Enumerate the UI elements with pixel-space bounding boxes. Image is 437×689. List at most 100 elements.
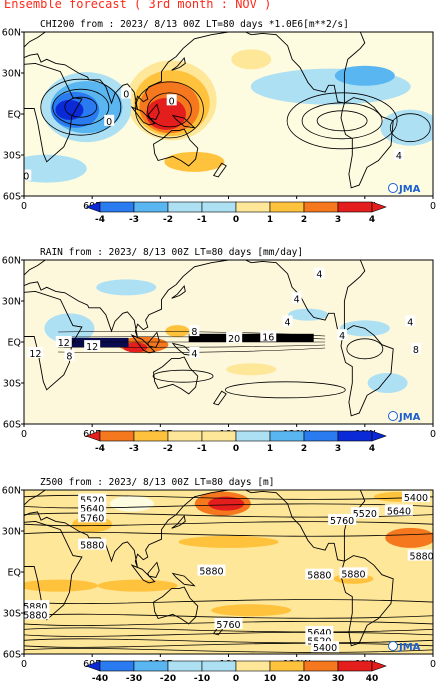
colorbar-tick-label: 4 [369,444,375,454]
colorbar-bin [337,201,373,213]
coastline [212,390,227,406]
coastline [153,586,199,625]
chi-contour [40,78,122,136]
colorbar-tick-label: 30 [332,674,345,684]
colorbar-tick-label: 3 [335,444,341,454]
contour-label-bg [27,346,44,358]
colorbar-bin [167,430,203,442]
contour-label: 8 [413,345,419,356]
coastline [416,252,422,255]
contour-label: 0 [23,172,29,183]
contour-label-bg [78,493,107,505]
z500-contour [24,521,433,527]
contour-label: 12 [86,342,98,353]
z500-contour [24,638,433,644]
colorbar-bin [337,430,373,442]
rain-negative [96,279,157,296]
contour-label-bg [339,567,368,579]
colorbar-bin [99,660,135,672]
z500-positive [385,527,433,548]
z500-positive [208,496,245,511]
contour-label: 5880 [23,602,47,613]
colorbar-tick-label: 0 [233,674,239,684]
contour-label-bg [166,94,177,106]
contour-label: 4 [285,318,291,329]
panel-title: CHI200 from : 2023/ 8/13 00Z LT=80 days … [40,19,349,30]
rain-contour [58,331,326,337]
contour-label: 0 [123,90,129,101]
coastline [24,520,83,621]
contour-label: 5640 [307,628,331,639]
contour-label: 5880 [410,552,434,563]
colorbar-bin [303,201,339,213]
colorbar-bin [201,430,237,442]
contour-label-bg [55,336,72,347]
contour-label: 5880 [307,571,331,582]
colorbar-bin [201,660,237,672]
colorbar-tick-label: 4 [369,215,375,225]
contour-label: 5640 [80,504,104,515]
z500-positive [97,579,178,592]
contour-label-bg [226,331,243,343]
colorbar-tick-label: 2 [301,215,307,225]
colorbar-tick-label: 20 [298,674,311,684]
colorbar-bin [167,660,203,672]
jma-logo-icon [388,183,398,193]
lat-tick-label: 60S [3,420,21,431]
contour-label-bg [407,549,433,561]
contour-label-bg [305,568,334,580]
anomaly-negative [334,65,395,86]
coastline [171,572,196,587]
colorbar-tick-label: 0 [233,444,239,454]
coastline [147,561,160,579]
colorbar-end-right [371,660,387,672]
coastline [340,97,394,189]
rain-band-pacific [188,333,314,342]
anomaly-negative [55,99,84,120]
lat-tick-label: 30S [3,379,21,390]
anomaly-positive [231,49,272,70]
map-field: 0 0 0 4 0 [23,24,433,196]
contour-label-bg [78,538,107,550]
lat-tick-label: EQ [8,568,21,579]
contour-label: 8 [66,352,72,363]
colorbar-bin [99,201,135,213]
lat-tick-label: 60N [2,486,21,497]
z500-contour [24,627,433,633]
coastline [24,260,229,339]
contour-label: 5880 [199,567,223,578]
colorbar-tick-label: -30 [126,674,142,684]
rain-contour [152,369,214,383]
contour-label-bg [291,292,302,304]
contour-label-bg [328,514,357,526]
contour-label: 16 [262,333,274,344]
colorbar-tick-label: -40 [92,674,108,684]
lat-tick-label: EQ [8,110,21,121]
contour-label: 4 [407,318,413,329]
coastline [212,162,227,178]
colorbar-tick-label: -2 [163,444,173,454]
colorbar-bin [303,430,339,442]
coastline [340,555,394,647]
lat-tick-label: 60N [2,256,21,267]
lat-tick-label: EQ [8,338,21,349]
lon-tick-label: 0 [21,659,27,670]
contour-label-bg [410,342,421,354]
chi-contour [147,92,192,128]
contour-label: 5520 [80,496,104,507]
lon-tick-label: 0 [430,659,436,670]
z500-neutral [109,495,154,512]
contour-label-bg [24,600,50,612]
colorbar-tick-label: 1 [267,444,273,454]
coastline [244,260,366,332]
coastline [153,128,199,167]
coastline [171,114,196,129]
header-title: Ensemble forecast ( 3rd month : NOV ) [4,0,272,11]
colorbar-tick-label: 2 [301,444,307,454]
coastline [416,24,422,27]
contour-label-bg [350,507,379,519]
panel-title: Z500 from : 2023/ 8/13 00Z LT=80 days [m… [40,477,275,488]
colorbar-bin [269,201,305,213]
contour-label: 5880 [341,569,365,580]
contour-label-bg [197,564,226,576]
